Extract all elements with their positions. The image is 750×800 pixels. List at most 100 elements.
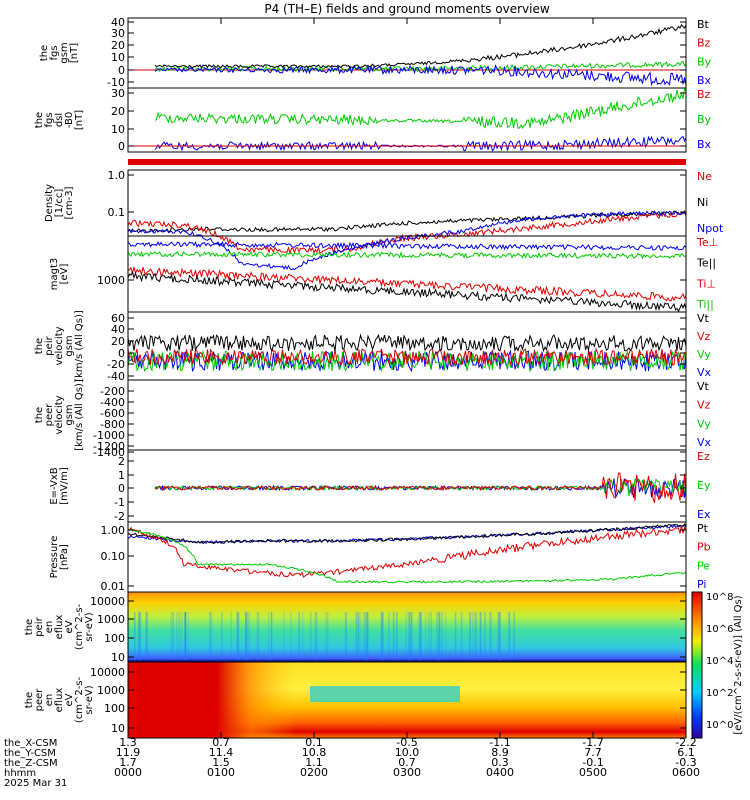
panel-peir_spec: 10000 1000 100 10 the peir en eflux eV (cm^2-s-sr… bbox=[24, 591, 687, 664]
spectrogram-stripe bbox=[245, 612, 247, 660]
footer-value: -0.1 bbox=[582, 756, 603, 769]
legend-Ex: Ex bbox=[697, 508, 711, 521]
legend-By: By bbox=[697, 55, 712, 68]
colorbar-tick-label: 10^8 bbox=[706, 592, 733, 603]
spectrogram-stripe bbox=[176, 612, 178, 660]
y-tick-label: 0.1 bbox=[108, 206, 126, 219]
spectrogram-stripe bbox=[430, 612, 432, 660]
spectrogram-stripe bbox=[245, 612, 247, 660]
footer-value: 0600 bbox=[672, 766, 700, 779]
y-axis-label: the bbox=[34, 338, 45, 354]
footer-value: 1.1 bbox=[305, 756, 323, 769]
spectrogram-stripe bbox=[405, 612, 407, 660]
spectrogram-stripe bbox=[498, 612, 501, 660]
footer-value: 7.7 bbox=[584, 746, 602, 759]
footer-value: -1.7 bbox=[582, 736, 603, 749]
spectrogram-stripe bbox=[460, 612, 463, 660]
spectrogram-stripe bbox=[210, 612, 213, 660]
y-tick-label: 10 bbox=[111, 722, 125, 735]
y-axis-label: peir bbox=[34, 616, 45, 636]
spectrogram-stripe bbox=[508, 612, 510, 660]
series-by bbox=[154, 61, 687, 73]
series-bx bbox=[154, 135, 687, 152]
spectrogram-stripe bbox=[302, 612, 304, 660]
y-tick-label: -600 bbox=[100, 407, 125, 420]
y-axis-label: [cm-3] bbox=[64, 186, 75, 219]
spectrogram-stripe bbox=[454, 612, 457, 660]
legend-Ez: Ez bbox=[697, 450, 710, 463]
series-by bbox=[154, 87, 687, 130]
y-tick-label: 0.10 bbox=[101, 550, 126, 563]
footer-value: 10.8 bbox=[302, 746, 327, 759]
y-tick-label: -200 bbox=[100, 385, 125, 398]
y-tick-label: -1200 bbox=[93, 440, 125, 453]
y-axis-label: Pressure bbox=[49, 536, 60, 579]
spectrogram-stripe bbox=[146, 612, 149, 660]
legend-Vy: Vy bbox=[697, 417, 711, 430]
spectrogram-stripe bbox=[270, 612, 273, 660]
y-axis-label: the bbox=[24, 692, 35, 708]
series-vt bbox=[127, 333, 687, 353]
spectrogram-stripe bbox=[473, 612, 475, 660]
colorbar-tick-label: 10^2 bbox=[706, 688, 733, 699]
footer-row-label: the_Y-CSM bbox=[4, 748, 56, 759]
spectrogram-stripe bbox=[409, 612, 411, 660]
y-tick-label: 10000 bbox=[90, 595, 125, 608]
spectrogram-stripe bbox=[471, 612, 474, 660]
footer-value: 0400 bbox=[486, 766, 514, 779]
spectrogram-stripe bbox=[209, 612, 211, 660]
y-tick-label: 10000 bbox=[90, 666, 125, 679]
spectrogram-stripe bbox=[410, 612, 413, 660]
legend-Vz: Vz bbox=[697, 330, 711, 343]
y-axis-label: [mV/m] bbox=[59, 467, 70, 505]
spectrogram-stripe bbox=[499, 612, 501, 660]
panel-efield: 210-1-2 E=-VxB [mV/m] Ez Ey Ex bbox=[49, 449, 711, 523]
footer-value: 6.1 bbox=[677, 746, 695, 759]
spectrogram-stripe bbox=[184, 612, 187, 660]
footer-row-label: hhmm bbox=[4, 768, 36, 779]
y-tick-label: 1 bbox=[118, 469, 125, 482]
colorbar-tick-label: 10^0 bbox=[706, 720, 733, 731]
y-tick-label: 20 bbox=[111, 105, 125, 118]
spectrogram-stripe bbox=[408, 612, 411, 660]
series-ti-par bbox=[127, 270, 687, 313]
y-tick-label: 40 bbox=[111, 16, 125, 29]
y-tick-label: 100 bbox=[104, 632, 125, 645]
y-axis-label: eV bbox=[64, 620, 75, 633]
spectrogram-stripe bbox=[310, 612, 312, 660]
footer-value: 1.7 bbox=[119, 756, 137, 769]
spectrogram-stripe bbox=[283, 612, 285, 660]
y-axis-label: fgs bbox=[49, 45, 60, 60]
y-axis-label: fgs bbox=[44, 112, 55, 127]
legend-Npot: Npot bbox=[697, 222, 724, 235]
spectrogram-electrons-cold bbox=[310, 686, 460, 702]
spectrogram-stripe bbox=[345, 612, 347, 660]
series-te-par bbox=[127, 250, 687, 260]
colorbar-tick-label: 10^6 bbox=[706, 624, 733, 635]
footer-value: 11.9 bbox=[116, 746, 141, 759]
spectrogram-stripe bbox=[392, 612, 395, 660]
panel-pressure-frame bbox=[127, 521, 687, 593]
series-pt bbox=[127, 523, 687, 545]
legend-Te⊥: Te⊥ bbox=[696, 236, 718, 249]
panel-peir_vel-frame bbox=[127, 311, 687, 381]
series-ez bbox=[154, 472, 687, 503]
y-axis-label: Density bbox=[44, 184, 55, 222]
y-tick-label: 1.00 bbox=[101, 524, 126, 537]
spectrogram-stripe bbox=[365, 612, 367, 660]
spectrogram-stripe bbox=[236, 612, 238, 660]
footer-value: -1.1 bbox=[489, 736, 510, 749]
spectrogram-stripe bbox=[484, 612, 486, 660]
series-bx bbox=[154, 64, 687, 87]
y-axis-label: eflux bbox=[54, 615, 65, 640]
spectrogram-stripe bbox=[256, 612, 259, 660]
panel-peir_spec-data bbox=[128, 592, 686, 662]
spectrogram-stripe bbox=[145, 612, 147, 660]
y-axis-label: (cm^2-s- bbox=[74, 603, 85, 650]
colorbar-label: [eV/(cm^2-s-sr-eV)] (All Qs) bbox=[733, 595, 744, 734]
y-axis-label: magt3 bbox=[49, 258, 60, 291]
series-te-perp bbox=[127, 240, 687, 251]
y-tick-label: 10 bbox=[111, 651, 125, 664]
spectrogram-stripe bbox=[290, 612, 292, 660]
